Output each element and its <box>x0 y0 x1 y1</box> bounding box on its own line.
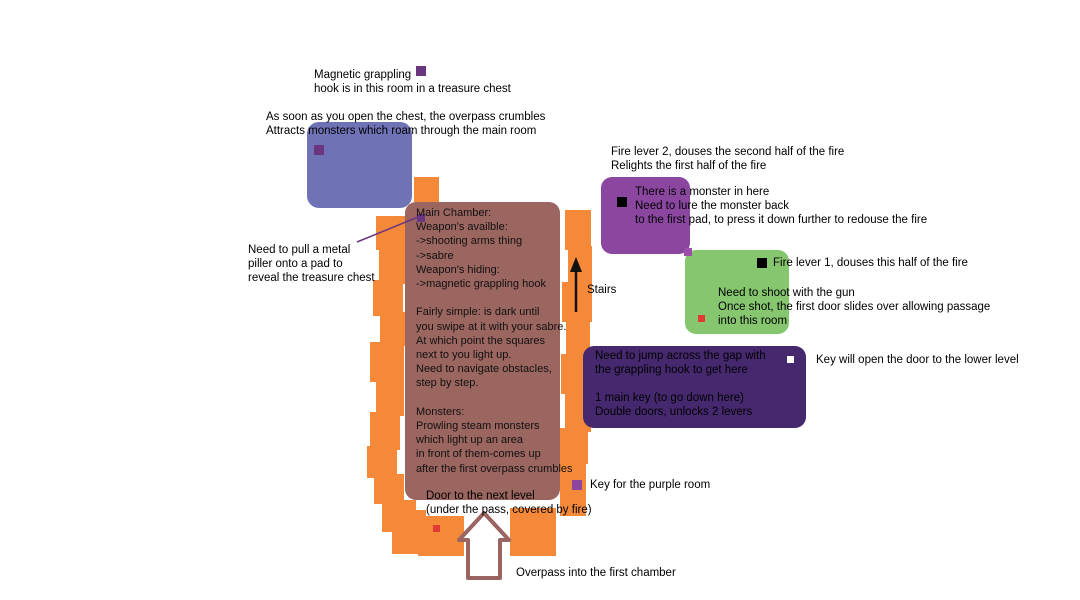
lower-key-marker <box>787 356 794 363</box>
overpass-arrow-icon <box>457 511 511 580</box>
monster-door-marker <box>684 248 692 256</box>
treasure-chest-marker <box>314 145 324 155</box>
stairs-arrow-icon <box>570 257 582 312</box>
pillar-note: Need to pull a metal piller onto a pad t… <box>248 244 375 284</box>
purple-key-marker <box>572 480 582 490</box>
fire-lever-2-label: Fire lever 2, douses the second half of … <box>611 146 845 172</box>
gun-note: Need to shoot with the gun Once shot, th… <box>718 287 991 327</box>
main-chamber <box>405 202 560 500</box>
grappling-hook-marker <box>416 66 426 76</box>
lower-key-room <box>583 346 806 428</box>
jump-note: Need to jump across the gap with the gra… <box>595 350 766 418</box>
monster-room <box>601 177 690 254</box>
monster-room-label: There is a monster in here Need to lure … <box>635 186 928 226</box>
fire-lever-2-marker <box>617 197 627 207</box>
overpass-label: Overpass into the first chamber <box>516 567 676 579</box>
stairs-label: Stairs <box>587 284 617 296</box>
chest-note: As soon as you open the chest, the overp… <box>266 111 546 137</box>
lower-key-label: Key will open the door to the lower leve… <box>816 354 1019 366</box>
fire-lever-1-label: Fire lever 1, douses this half of the fi… <box>773 257 968 269</box>
door-marker <box>433 525 440 532</box>
pillar-pad-marker <box>417 214 425 222</box>
hook-label: Magnetic grappling hook is in this room … <box>314 69 511 95</box>
purple-key-label: Key for the purple room <box>590 479 711 491</box>
fire-lever-1-marker <box>757 258 767 268</box>
door-note: Door to the next level (under the pass, … <box>426 490 592 516</box>
pillar-pointer-line <box>356 216 419 243</box>
treasure-room <box>307 122 412 208</box>
gun-target-marker <box>698 315 705 322</box>
main-chamber-text: Main Chamber: Weapon's availble: ->shoot… <box>416 207 573 475</box>
